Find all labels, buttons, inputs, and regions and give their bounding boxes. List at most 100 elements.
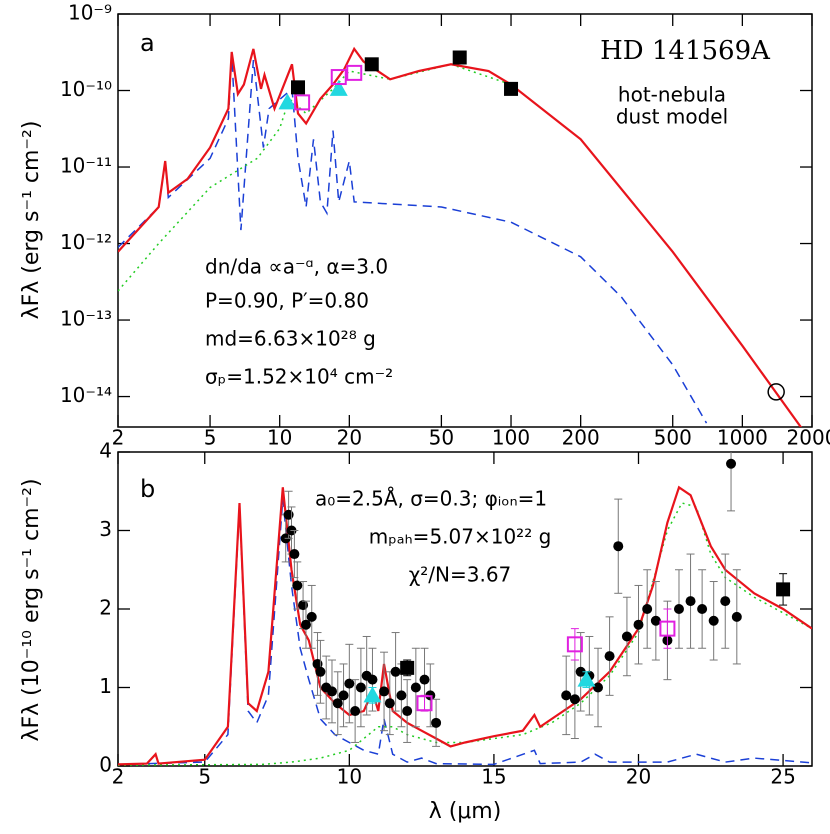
data-point [363, 686, 382, 703]
data-point [708, 615, 719, 626]
x-axis-label: λ (μm) [429, 799, 502, 824]
y-tick-label: 10⁻¹¹ [60, 154, 112, 178]
data-point [650, 615, 661, 626]
x-tick-label: 10 [267, 426, 292, 450]
plot-area [118, 452, 812, 766]
y-axis-label: λFλ (erg s⁻¹ cm⁻²) [19, 121, 44, 320]
y-tick-label: 10⁻¹² [60, 230, 112, 254]
annotation: P=0.90, P′=0.80 [205, 289, 369, 313]
data-point [300, 619, 311, 630]
annotation: mₚₐₕ=5.07×10²² g [369, 525, 552, 549]
data-point [776, 582, 791, 597]
plot-frame [117, 13, 813, 428]
annotation: χ²/N=3.67 [409, 563, 512, 587]
data-point [367, 674, 378, 685]
data-point [593, 682, 604, 693]
y-tick-label: 10⁻¹⁰ [60, 77, 112, 101]
data-point [685, 596, 696, 607]
data-point [384, 698, 395, 709]
x-tick-label: 20 [626, 765, 651, 789]
x-tick-label: 100 [492, 426, 530, 450]
data-point [575, 666, 586, 677]
data-point [292, 580, 303, 591]
model-curve [118, 46, 803, 427]
y-tick-label: 3 [99, 517, 112, 541]
data-point [604, 651, 615, 662]
annotation: σₚ=1.52×10⁴ cm⁻² [205, 365, 393, 389]
data-point [396, 690, 407, 701]
plot-area [118, 46, 803, 427]
data-point [731, 611, 742, 622]
x-tick-label: 5 [204, 426, 217, 450]
x-tick-label: 2 [112, 426, 125, 450]
chart-title: HD 141569A [600, 36, 771, 66]
y-tick-label: 1 [99, 674, 112, 698]
x-tick-label: 20 [337, 426, 362, 450]
data-point [561, 690, 572, 701]
y-axis-label: λFλ (10⁻¹⁰ erg s⁻¹ cm⁻²) [19, 478, 44, 741]
subtitle: hot-nebula [618, 83, 726, 107]
x-tick-label: 200 [562, 426, 600, 450]
data-point [726, 458, 737, 469]
data-point [452, 50, 467, 65]
data-point [332, 698, 343, 709]
panel: 2 5 10 20 50 100 200 500 1000 2000 10⁻⁹ 10⁻¹⁰ 10⁻¹¹ 1… [19, 1, 830, 450]
data-point [344, 678, 355, 689]
data-point [416, 695, 433, 712]
data-point [329, 79, 348, 96]
model-curve [118, 502, 812, 766]
x-tick-label: 500 [654, 426, 692, 450]
data-point [315, 666, 326, 677]
annotation: a₀=2.5Å, σ=0.3; φᵢₒₙ=1 [315, 487, 547, 511]
panel-label: a [140, 29, 155, 57]
data-point [613, 541, 624, 552]
data-point [278, 93, 297, 110]
data-point [621, 631, 632, 642]
data-point [291, 80, 306, 95]
data-point [659, 620, 676, 637]
error-bar [570, 628, 579, 661]
data-point [346, 64, 363, 81]
data-point [577, 670, 596, 687]
model-curve [118, 53, 708, 424]
x-tick-label: 1000 [717, 426, 768, 450]
data-point [306, 611, 317, 622]
data-point [364, 57, 379, 72]
y-tick-label: 10⁻⁹ [68, 1, 112, 25]
y-tick-label: 10⁻¹³ [60, 307, 112, 331]
subtitle: dust model [616, 105, 728, 129]
annotation: md=6.63×10²⁸ g [205, 327, 376, 351]
data-point [294, 94, 311, 111]
data-point [355, 682, 366, 693]
x-tick-label: 2000 [787, 426, 830, 450]
data-point [419, 674, 430, 685]
model-curve [118, 485, 812, 766]
data-point [283, 509, 294, 520]
x-tick-label: 25 [770, 765, 795, 789]
data-point [390, 666, 401, 677]
data-point [289, 549, 300, 560]
data-point [697, 604, 708, 614]
data-point [642, 604, 653, 614]
x-tick-label: 5 [198, 765, 211, 789]
y-tick-label: 0 [99, 753, 112, 777]
data-point [767, 383, 785, 401]
data-point [400, 660, 415, 675]
data-point [350, 706, 361, 717]
data-point [410, 682, 421, 693]
model-curve [118, 499, 812, 766]
data-point [566, 636, 583, 653]
y-tick-label: 2 [99, 596, 112, 620]
data-point [504, 81, 519, 96]
data-point [379, 686, 390, 697]
data-point [326, 686, 337, 697]
data-point [720, 596, 731, 607]
x-tick-label: 2 [112, 765, 125, 789]
data-point [569, 694, 580, 705]
error-bar [663, 608, 672, 649]
data-point [431, 717, 442, 728]
data-point [633, 619, 644, 630]
x-tick-label: 50 [429, 426, 454, 450]
